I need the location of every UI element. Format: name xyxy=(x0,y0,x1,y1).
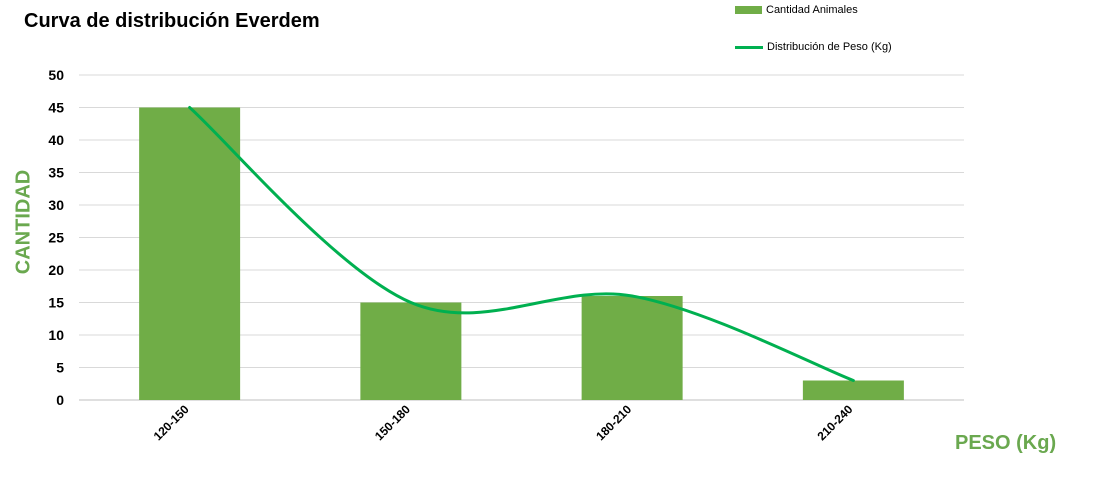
y-tick-label: 25 xyxy=(48,230,64,246)
y-tick-label: 45 xyxy=(48,100,64,116)
x-tick-label: 210-240 xyxy=(814,402,855,443)
y-tick-label: 35 xyxy=(48,165,64,181)
x-tick-label: 180-210 xyxy=(593,402,634,443)
x-axis-ticks: 120-150 150-180 180-210 210-240 xyxy=(151,402,856,443)
y-axis-label: CANTIDAD xyxy=(12,169,35,275)
y-tick-label: 50 xyxy=(48,67,64,83)
bar xyxy=(360,302,462,400)
x-tick-label: 150-180 xyxy=(372,402,413,443)
y-tick-label: 40 xyxy=(48,132,64,148)
legend-label-bar: Cantidad Animales xyxy=(766,4,858,16)
bar xyxy=(802,380,904,400)
chart-title: Curva de distribución Everdem xyxy=(24,10,320,32)
bar-series xyxy=(139,107,904,400)
x-tick-label: 120-150 xyxy=(151,402,192,443)
y-tick-label: 15 xyxy=(48,295,64,311)
legend-item-line: Distribución de Peso (Kg) xyxy=(735,41,892,53)
bar xyxy=(581,296,683,400)
y-tick-label: 30 xyxy=(48,197,64,213)
y-tick-label: 5 xyxy=(56,360,64,376)
line-series xyxy=(188,106,855,382)
legend-swatch-bar xyxy=(735,6,762,14)
distribution-line xyxy=(188,106,855,382)
x-axis-label: PESO (Kg) xyxy=(955,432,1057,454)
y-tick-label: 10 xyxy=(48,327,64,343)
y-axis-ticks: 0 5 10 15 20 25 30 35 40 45 50 xyxy=(48,67,64,408)
legend-swatch-line xyxy=(735,45,763,49)
y-tick-label: 20 xyxy=(48,262,64,278)
y-tick-label: 0 xyxy=(56,392,64,408)
legend-label-line: Distribución de Peso (Kg) xyxy=(767,41,892,53)
bar xyxy=(139,107,241,400)
legend-item-bar: Cantidad Animales xyxy=(735,4,858,16)
